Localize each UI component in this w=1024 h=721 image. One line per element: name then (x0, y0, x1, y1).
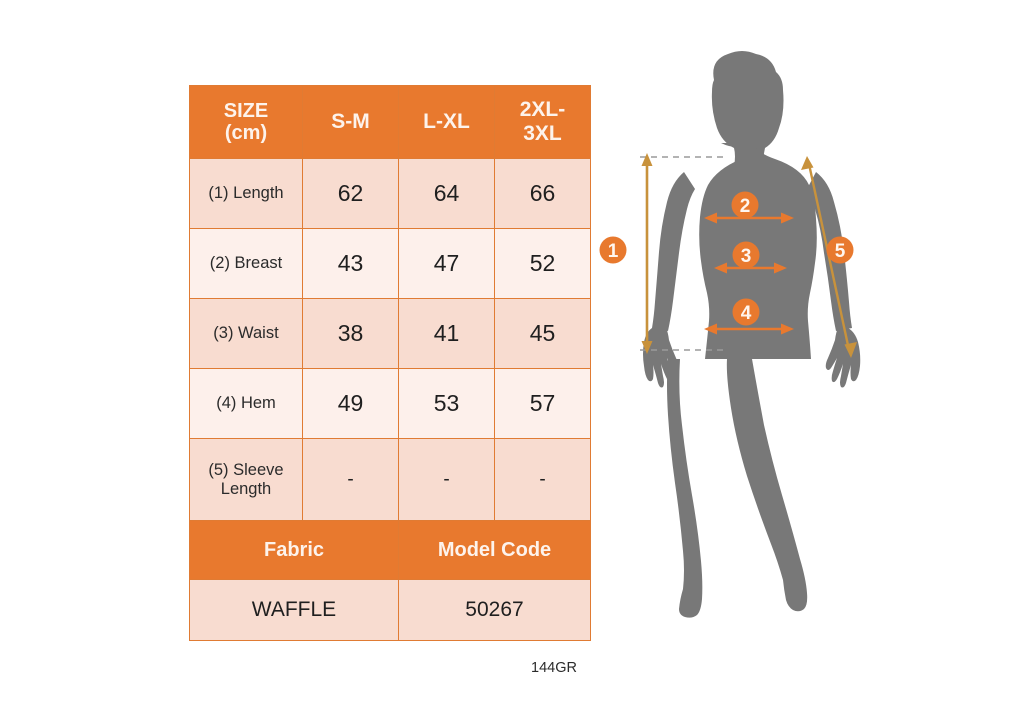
footer-value-model-code: 50267 (398, 579, 591, 641)
cell-breast-s-m: 43 (302, 228, 399, 299)
table-row: (1) Length 62 64 66 (189, 158, 591, 229)
header-cell-2xl-3xl: 2XL- 3XL (494, 85, 591, 159)
size-chart-table: SIZE (cm) S-M L-XL 2XL- 3XL (1) Length 6… (189, 85, 591, 641)
cell-waist-l-xl: 41 (398, 298, 495, 369)
measurement-figure-diagram: 1 2 3 4 5 (596, 40, 906, 690)
row-label-breast: (2) Breast (189, 228, 303, 299)
cell-sleeve-l-xl: - (398, 438, 495, 521)
footer-header-fabric: Fabric (189, 520, 399, 580)
row-label-sleeve-length: (5) Sleeve Length (189, 438, 303, 521)
cell-length-2xl-3xl: 66 (494, 158, 591, 229)
marker-2-number: 2 (740, 196, 751, 217)
footer-value-row: WAFFLE 50267 (189, 579, 591, 641)
row-label-hem: (4) Hem (189, 368, 303, 439)
table-row: (4) Hem 49 53 57 (189, 368, 591, 439)
cell-breast-2xl-3xl: 52 (494, 228, 591, 299)
measure-arrow-hem (704, 323, 794, 335)
weight-code-label: 144GR (531, 660, 577, 676)
table-row: (2) Breast 43 47 52 (189, 228, 591, 299)
cell-waist-s-m: 38 (302, 298, 399, 369)
footer-value-fabric: WAFFLE (189, 579, 399, 641)
row-label-waist: (3) Waist (189, 298, 303, 369)
header-cell-s-m: S-M (302, 85, 399, 159)
header-size-line1: SIZE (223, 99, 269, 122)
table-row: (5) Sleeve Length - - - (189, 438, 591, 521)
marker-badge-3: 3 (732, 241, 760, 269)
header-2xl-line2: 3XL (523, 122, 562, 145)
footer-header-row: Fabric Model Code (189, 520, 591, 580)
sleeve-label-line1: (5) Sleeve (208, 460, 284, 479)
row-label-length: (1) Length (189, 158, 303, 229)
marker-badge-1: 1 (599, 236, 627, 264)
measure-arrow-length (640, 153, 724, 354)
cell-length-l-xl: 64 (398, 158, 495, 229)
measure-arrow-breast (704, 212, 794, 224)
header-2xl-line1: 2XL- (519, 98, 566, 122)
cell-sleeve-2xl-3xl: - (494, 438, 591, 521)
footer-header-model-code: Model Code (398, 520, 591, 580)
table-row: (3) Waist 38 41 45 (189, 298, 591, 369)
cell-hem-2xl-3xl: 57 (494, 368, 591, 439)
marker-3-number: 3 (741, 246, 752, 267)
marker-1-number: 1 (608, 241, 619, 262)
cell-hem-l-xl: 53 (398, 368, 495, 439)
marker-badge-4: 4 (732, 298, 760, 326)
header-cell-size: SIZE (cm) (189, 85, 303, 159)
measure-arrow-waist (714, 262, 787, 274)
cell-waist-2xl-3xl: 45 (494, 298, 591, 369)
cell-hem-s-m: 49 (302, 368, 399, 439)
marker-badge-2: 2 (731, 191, 759, 219)
cell-length-s-m: 62 (302, 158, 399, 229)
marker-5-number: 5 (835, 241, 846, 262)
marker-badge-5: 5 (826, 236, 854, 264)
cell-sleeve-s-m: - (302, 438, 399, 521)
header-cell-l-xl: L-XL (398, 85, 495, 159)
table-header-row: SIZE (cm) S-M L-XL 2XL- 3XL (189, 85, 591, 159)
header-size-line2: (cm) (224, 122, 268, 144)
female-silhouette-icon (643, 51, 861, 618)
cell-breast-l-xl: 47 (398, 228, 495, 299)
marker-4-number: 4 (741, 303, 752, 324)
sleeve-label-line2: Length (220, 479, 272, 498)
